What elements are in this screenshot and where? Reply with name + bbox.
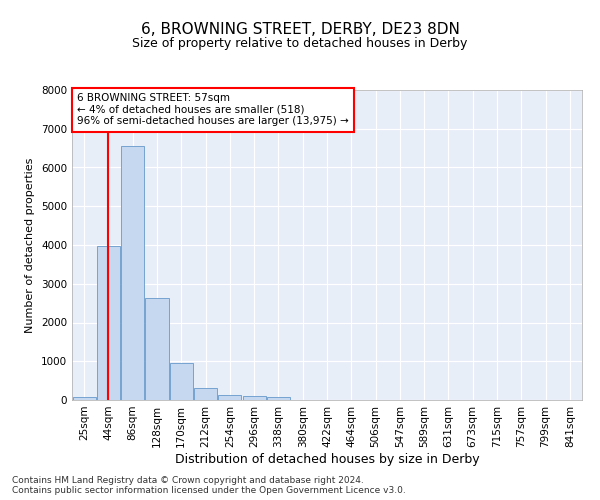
Bar xyxy=(97,246,120,400)
Text: Size of property relative to detached houses in Derby: Size of property relative to detached ho… xyxy=(133,38,467,51)
Text: Contains HM Land Registry data © Crown copyright and database right 2024.
Contai: Contains HM Land Registry data © Crown c… xyxy=(12,476,406,495)
Bar xyxy=(73,397,95,400)
Bar xyxy=(121,146,144,400)
Bar xyxy=(170,363,193,400)
Bar xyxy=(194,388,217,400)
Bar xyxy=(267,396,290,400)
Bar xyxy=(145,298,169,400)
X-axis label: Distribution of detached houses by size in Derby: Distribution of detached houses by size … xyxy=(175,452,479,466)
Bar xyxy=(242,396,266,400)
Text: 6 BROWNING STREET: 57sqm
← 4% of detached houses are smaller (518)
96% of semi-d: 6 BROWNING STREET: 57sqm ← 4% of detache… xyxy=(77,93,349,126)
Text: 6, BROWNING STREET, DERBY, DE23 8DN: 6, BROWNING STREET, DERBY, DE23 8DN xyxy=(140,22,460,38)
Y-axis label: Number of detached properties: Number of detached properties xyxy=(25,158,35,332)
Bar xyxy=(218,394,241,400)
